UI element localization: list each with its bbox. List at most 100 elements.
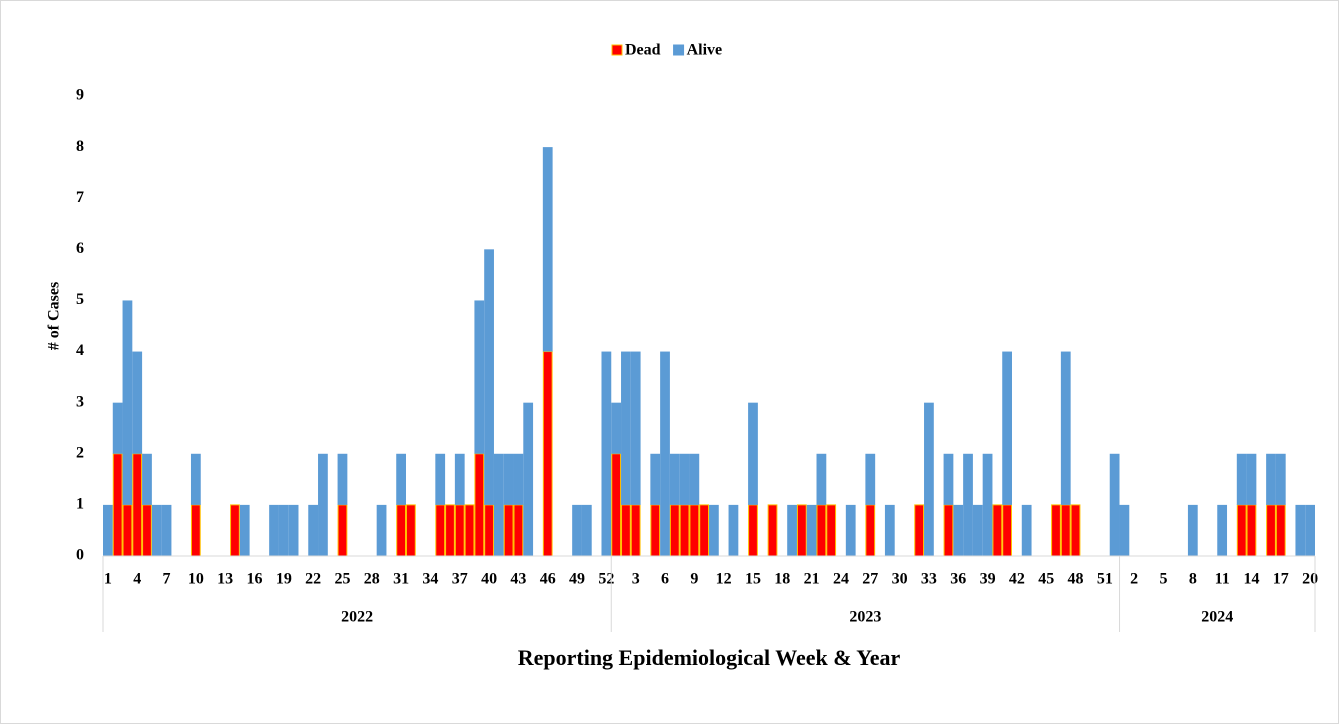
y-tick-label: 0 xyxy=(76,547,84,564)
bar-dead xyxy=(503,504,514,557)
bar-dead xyxy=(454,504,465,557)
bar-dead xyxy=(542,351,553,557)
bar-dead xyxy=(112,453,123,557)
bar-dead xyxy=(621,504,631,557)
bar-alive xyxy=(1021,504,1032,556)
x-tick-label: 10 xyxy=(188,571,204,588)
bar-alive xyxy=(337,453,348,505)
x-axis-title: Reporting Epidemiological Week & Year xyxy=(518,645,901,670)
bar-alive xyxy=(396,453,406,505)
bar-alive xyxy=(493,453,504,556)
legend-label: Dead xyxy=(625,42,661,59)
bar-alive xyxy=(660,351,670,556)
y-tick-label: 4 xyxy=(76,342,84,359)
bar-alive xyxy=(1246,453,1257,505)
bar-alive xyxy=(132,351,143,454)
x-tick-label: 9 xyxy=(690,571,698,588)
bar-alive xyxy=(112,402,123,454)
bar-dead xyxy=(914,504,925,557)
bar-alive xyxy=(1295,504,1306,556)
bar-alive xyxy=(308,504,319,556)
x-tick-label: 8 xyxy=(1189,571,1197,588)
bar-alive xyxy=(679,453,690,505)
bar-dead xyxy=(445,504,455,557)
bar-alive xyxy=(1236,453,1247,505)
bar-dead xyxy=(1002,504,1013,557)
bar-dead xyxy=(992,504,1003,557)
x-tick-label: 24 xyxy=(833,571,849,588)
bar-alive xyxy=(748,402,758,505)
bar-alive xyxy=(1275,453,1286,505)
bar-dead xyxy=(767,504,778,557)
bar-dead xyxy=(1236,504,1247,557)
y-tick-label: 9 xyxy=(76,87,84,104)
bar-alive xyxy=(239,504,250,556)
x-tick-label: 42 xyxy=(1009,571,1025,588)
bar-alive xyxy=(963,453,973,556)
bar-dead xyxy=(1246,504,1257,557)
bar-alive xyxy=(484,249,494,505)
bar-alive xyxy=(1217,504,1228,556)
bar-alive xyxy=(269,504,279,556)
bar-alive xyxy=(611,402,622,454)
bar-dead xyxy=(484,504,494,557)
bar-dead xyxy=(132,453,143,557)
x-tick-label: 52 xyxy=(598,571,614,588)
bar-dead xyxy=(1266,504,1276,557)
bar-alive xyxy=(1060,351,1071,505)
x-tick-label: 22 xyxy=(305,571,321,588)
bar-alive xyxy=(806,504,817,556)
bar-alive xyxy=(709,504,719,556)
bar-alive xyxy=(601,351,612,556)
x-tick-label: 6 xyxy=(661,571,669,588)
bar-dead xyxy=(943,504,954,557)
y-tick-label: 5 xyxy=(76,291,84,308)
x-tick-label: 1 xyxy=(104,571,112,588)
bar-alive xyxy=(151,504,162,556)
x-tick-label: 2 xyxy=(1130,571,1138,588)
bar-alive xyxy=(1119,504,1130,556)
bar-dead xyxy=(230,504,240,557)
group-label: 2022 xyxy=(341,609,373,626)
x-tick-label: 5 xyxy=(1160,571,1168,588)
bar-alive xyxy=(122,300,133,505)
bar-alive xyxy=(943,453,954,505)
bar-alive xyxy=(503,453,514,505)
bar-alive xyxy=(278,504,289,556)
bar-alive xyxy=(161,504,172,556)
x-tick-label: 34 xyxy=(422,571,438,588)
x-tick-label: 4 xyxy=(133,571,141,588)
bar-dead xyxy=(748,504,758,557)
x-tick-label: 37 xyxy=(452,571,468,588)
bar-dead xyxy=(1051,504,1061,557)
bar-alive xyxy=(669,453,680,505)
bar-dead xyxy=(1275,504,1286,557)
x-tick-label: 28 xyxy=(364,571,380,588)
bar-alive xyxy=(103,504,113,556)
x-tick-label: 45 xyxy=(1038,571,1054,588)
x-tick-label: 17 xyxy=(1273,571,1289,588)
x-tick-label: 13 xyxy=(217,571,233,588)
bar-alive xyxy=(435,453,446,505)
bar-alive xyxy=(924,402,934,556)
bar-alive xyxy=(190,453,201,505)
x-tick-label: 18 xyxy=(774,571,790,588)
x-tick-label: 11 xyxy=(1215,571,1230,588)
x-tick-label: 48 xyxy=(1068,571,1084,588)
x-tick-label: 3 xyxy=(632,571,640,588)
x-tick-label: 49 xyxy=(569,571,585,588)
bar-dead xyxy=(406,504,416,557)
y-tick-label: 7 xyxy=(76,189,84,206)
bar-dead xyxy=(435,504,446,557)
x-tick-label: 7 xyxy=(163,571,171,588)
group-label: 2024 xyxy=(1201,609,1233,626)
bar-dead xyxy=(669,504,680,557)
x-tick-label: 46 xyxy=(540,571,556,588)
x-tick-label: 51 xyxy=(1097,571,1113,588)
bar-dead xyxy=(611,453,622,557)
y-tick-label: 8 xyxy=(76,138,84,155)
y-tick-label: 2 xyxy=(76,444,84,461)
bar-dead xyxy=(816,504,827,557)
bar-alive xyxy=(1187,504,1198,556)
bar-alive xyxy=(816,453,827,505)
